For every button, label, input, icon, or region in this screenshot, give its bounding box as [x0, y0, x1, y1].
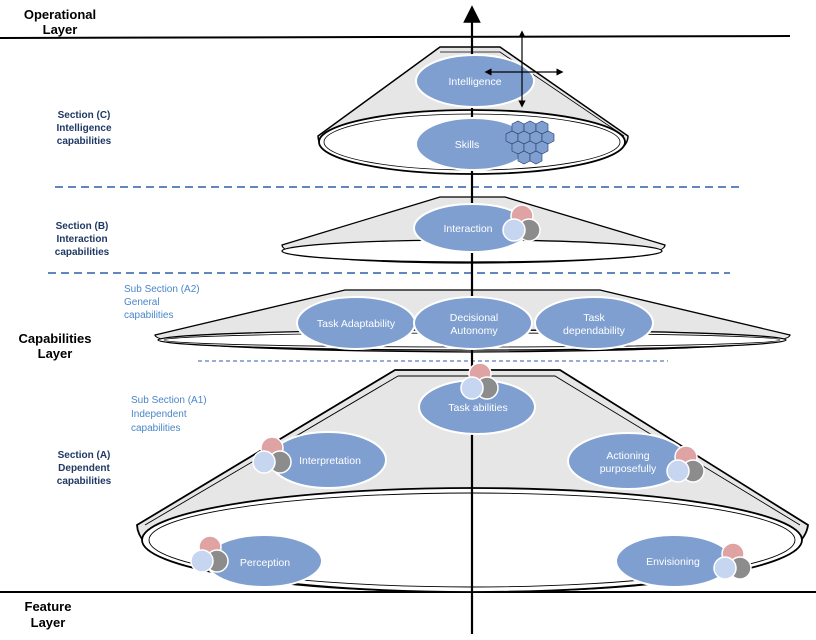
perception-venn-icon: [190, 535, 229, 573]
actioning-label-line1: Actioning: [606, 450, 649, 462]
actioning-label-line2: purposefully: [600, 463, 657, 475]
perception-label: Perception: [240, 557, 290, 569]
feature-layer-label-line1: Feature: [25, 599, 72, 614]
section-a-label-line1: Section (A): [58, 450, 111, 461]
interpretation-label: Interpretation: [299, 455, 361, 467]
section-a-label-line2: Dependent: [58, 463, 110, 474]
section-b-label-line1: Section (B): [56, 221, 109, 232]
skills-label: Skills: [455, 139, 480, 151]
feature-layer-label-line2: Layer: [31, 615, 66, 630]
operational-layer-line: [0, 35, 791, 39]
subsection-a1-label-line2: Independent: [131, 409, 187, 420]
intelligence-cross-arrows: [484, 30, 564, 108]
section-a-label-line3: capabilities: [57, 476, 112, 487]
section-c-label-line3: capabilities: [57, 136, 112, 147]
task-adaptability-label: Task Adaptability: [317, 318, 396, 330]
envisioning-label: Envisioning: [646, 556, 700, 568]
subsection-a2-label-line3: capabilities: [124, 310, 173, 321]
decisional-autonomy-label-line1: Decisional: [450, 312, 498, 324]
subsection-a2-label-line2: General: [124, 297, 160, 308]
interaction-label: Interaction: [443, 223, 492, 235]
operational-layer-label-line1: Operational: [24, 7, 96, 22]
capabilities-layer-label-line2: Layer: [38, 346, 73, 361]
task-dependability-node: [534, 296, 654, 350]
capabilities-layer-label-line1: Capabilities: [19, 331, 92, 346]
task-abilities-venn-icon: [460, 362, 499, 400]
task-abilities-label: Task abilities: [448, 402, 508, 414]
section-c-label-line1: Section (C): [58, 110, 111, 121]
subsection-a1-label-line3: capabilities: [131, 423, 180, 434]
operational-layer-label-line2: Layer: [43, 22, 78, 37]
section-b-label-line3: capabilities: [55, 247, 110, 258]
interpretation-venn-icon: [252, 436, 292, 474]
task-dependability-label-line1: Task: [583, 312, 605, 324]
task-dependability-label-line2: dependability: [563, 325, 626, 337]
decisional-autonomy-label-line2: Autonomy: [450, 325, 498, 337]
actioning-venn-icon: [666, 445, 705, 483]
interaction-venn-icon: [502, 204, 541, 242]
subsection-a2-label-line1: Sub Section (A2): [124, 284, 200, 295]
skills-hexagon-cluster-icon: [505, 120, 555, 165]
section-c-label-line2: Intelligence: [56, 123, 111, 134]
envisioning-venn-icon: [713, 542, 752, 580]
section-b-label-line2: Interaction: [56, 234, 107, 245]
intelligence-node: [415, 54, 535, 108]
decisional-autonomy-node: [413, 296, 533, 350]
intelligence-label: Intelligence: [448, 76, 501, 88]
subsection-a1-label-line1: Sub Section (A1): [131, 395, 207, 406]
